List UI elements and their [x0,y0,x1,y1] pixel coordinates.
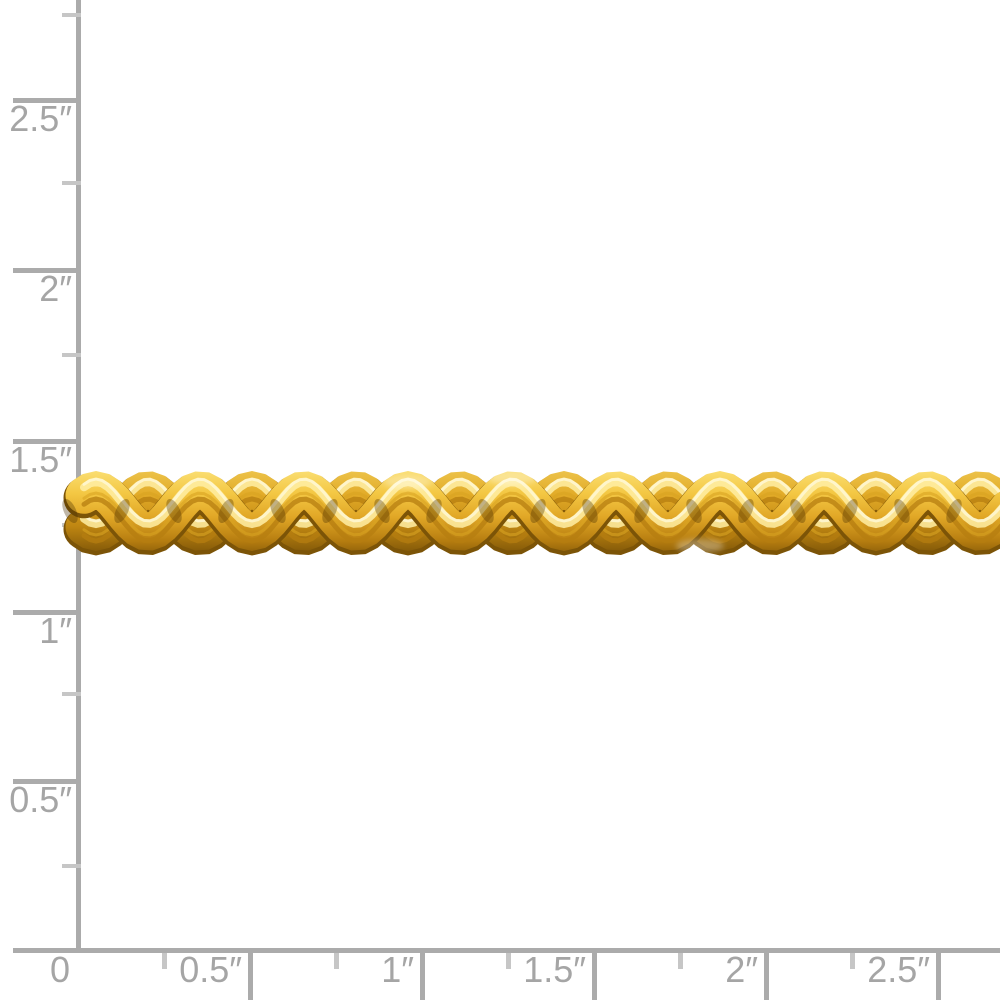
h-ruler-label-2-5in: 2.5″ [867,949,930,990]
ruler-tick-major [13,439,81,444]
ruler-tick-major [13,610,81,615]
chain-strand-front [63,471,1000,556]
v-ruler-label-2in: 2″ [39,268,72,309]
gold-rope-chain-image [62,471,1000,565]
h-ruler-label-1-5in: 1.5″ [523,949,586,990]
v-ruler-label-0-5in: 0.5″ [9,779,72,820]
ruler-tick-minor [334,953,339,969]
ruler-tick-minor [678,953,683,969]
ruler-tick-major [13,98,81,103]
v-ruler-label-1in: 1″ [39,610,72,651]
chain-crevice [582,498,598,524]
ruler-tick-major [592,948,597,1000]
h-ruler-label-0-5in: 0.5″ [179,949,242,990]
chain-crevice [530,498,546,524]
vertical-ruler-line [76,0,81,953]
chain-glint [384,475,432,489]
chain-crevice [374,498,390,524]
h-ruler-label-0: 0 [49,949,70,990]
chain-crevice [322,498,338,524]
chain-crevice [894,498,910,524]
chain-crevice [478,498,494,524]
ruler-tick-major [248,948,253,1000]
chain-crevice [426,498,442,524]
ruler-tick-minor [62,13,81,17]
horizontal-ruler-line [13,948,1000,953]
chain-crevice [114,498,130,524]
ruler-tick-major [13,268,81,273]
ruler-tick-major [936,948,941,1000]
chain-glint [488,471,536,485]
ruler-tick-major [420,948,425,1000]
ruler-tick-minor [850,953,855,969]
chain-glint [676,539,724,553]
ruler-tick-major [13,779,81,784]
chain-crevice [218,498,234,524]
chain-crevice [686,498,702,524]
ruler-tick-major [764,948,769,1000]
h-ruler-label-1in: 1″ [381,949,414,990]
ruler-tick-minor [162,953,167,969]
chain-crevice [738,498,754,524]
chain-crevice [166,498,182,524]
ruler-tick-minor [62,692,81,696]
v-ruler-label-1-5in: 1.5″ [9,439,72,480]
chain-crevice [946,498,962,524]
ruler-tick-minor [62,353,81,357]
chain-crevice [842,498,858,524]
chain-crevice [790,498,806,524]
ruler-tick-minor [62,864,81,868]
ruler-tick-minor [62,181,81,185]
h-ruler-label-2in: 2″ [725,949,758,990]
v-ruler-label-2-5in: 2.5″ [9,98,72,139]
chain-crevice [634,498,650,524]
chain-crevice [270,498,286,524]
ruler-tick-minor [506,953,511,969]
chain-crevice [62,498,78,524]
